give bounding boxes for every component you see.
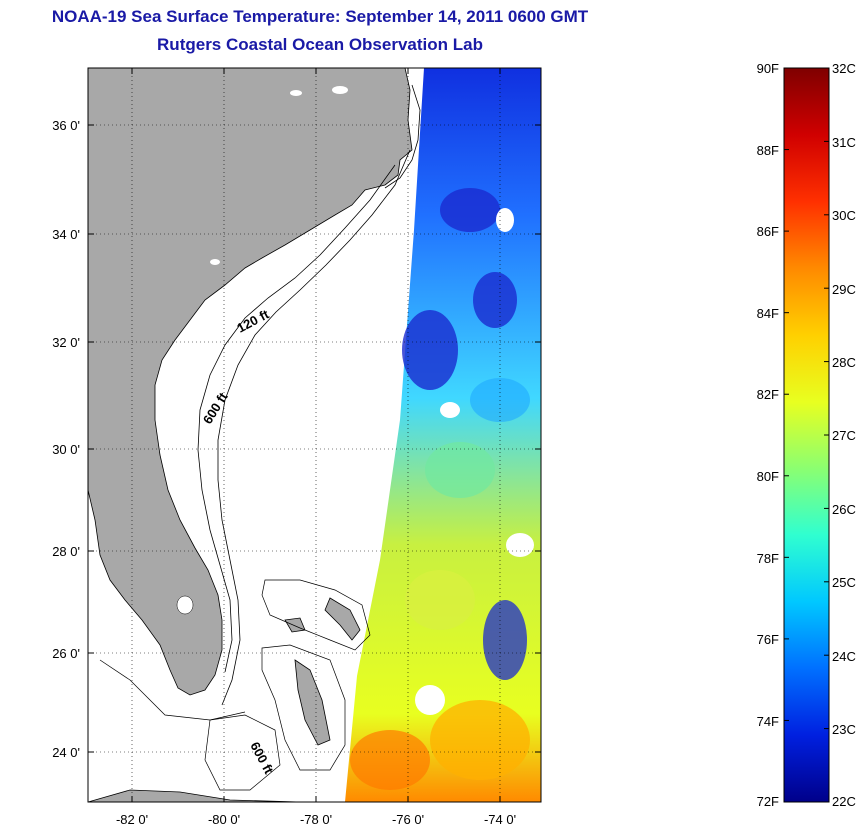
colorbar-f-label: 88F (757, 143, 779, 158)
colorbar-c-label: 29C (832, 282, 856, 297)
axis-ticks (88, 68, 541, 802)
lon-tick-label: -76 0' (392, 812, 424, 827)
lon-tick-label: -82 0' (116, 812, 148, 827)
sst-patches (350, 188, 534, 790)
colorbar-f-label: 78F (757, 551, 779, 566)
colorbar-c-label: 28C (832, 355, 856, 370)
colorbar-c-label: 27C (832, 428, 856, 443)
colorbar-c-label: 25C (832, 575, 856, 590)
contour-600ft (217, 149, 411, 706)
lat-tick-label: 32 0' (52, 335, 80, 350)
lon-tick-label: -80 0' (208, 812, 240, 827)
colorbar-f-label: 72F (757, 794, 779, 809)
land-southeast-us (88, 68, 413, 696)
colorbar-c-label: 31C (832, 135, 856, 150)
map-subtitle: Rutgers Coastal Ocean Observation Lab (157, 35, 483, 54)
lat-tick-label: 24 0' (52, 745, 80, 760)
colorbar-c-label: 32C (832, 61, 856, 76)
lat-tick-label: 26 0' (52, 646, 80, 661)
colorbar-f-label: 90F (757, 61, 779, 76)
colorbar-gradient (783, 67, 830, 803)
colorbar-f-label: 84F (757, 306, 779, 321)
lat-tick-label: 28 0' (52, 544, 80, 559)
colorbar-f-label: 86F (757, 224, 779, 239)
contour-120ft (197, 164, 396, 673)
map-frame (87, 67, 542, 803)
lat-tick-label: 30 0' (52, 442, 80, 457)
bahamas (284, 597, 361, 746)
map-plot-area: 120 ft 600 ft 600 ft (88, 68, 541, 802)
bahama-bank-contours (204, 579, 371, 791)
lat-tick-label: 34 0' (52, 227, 80, 242)
lon-tick-label: -74 0' (484, 812, 516, 827)
colorbar-c-label: 26C (832, 502, 856, 517)
colorbar-f-label: 74F (757, 714, 779, 729)
lat-tick-label: 36 0' (52, 118, 80, 133)
lon-tick-label: -78 0' (300, 812, 332, 827)
colorbar-f-label: 76F (757, 632, 779, 647)
colorbar-f-label: 80F (757, 469, 779, 484)
colorbar-c-label: 23C (832, 722, 856, 737)
colorbar-f-label: 82F (757, 387, 779, 402)
colorbar-c-label: 22C (832, 794, 856, 809)
colorbar-c-label: 30C (832, 208, 856, 223)
lake-okeechobee (176, 595, 194, 615)
florida-reef-contour (99, 659, 246, 721)
cuba (88, 789, 301, 802)
colorbar-c-label: 24C (832, 649, 856, 664)
colorbar-ticks (784, 67, 829, 803)
map-title: NOAA-19 Sea Surface Temperature: Septemb… (51, 7, 589, 26)
